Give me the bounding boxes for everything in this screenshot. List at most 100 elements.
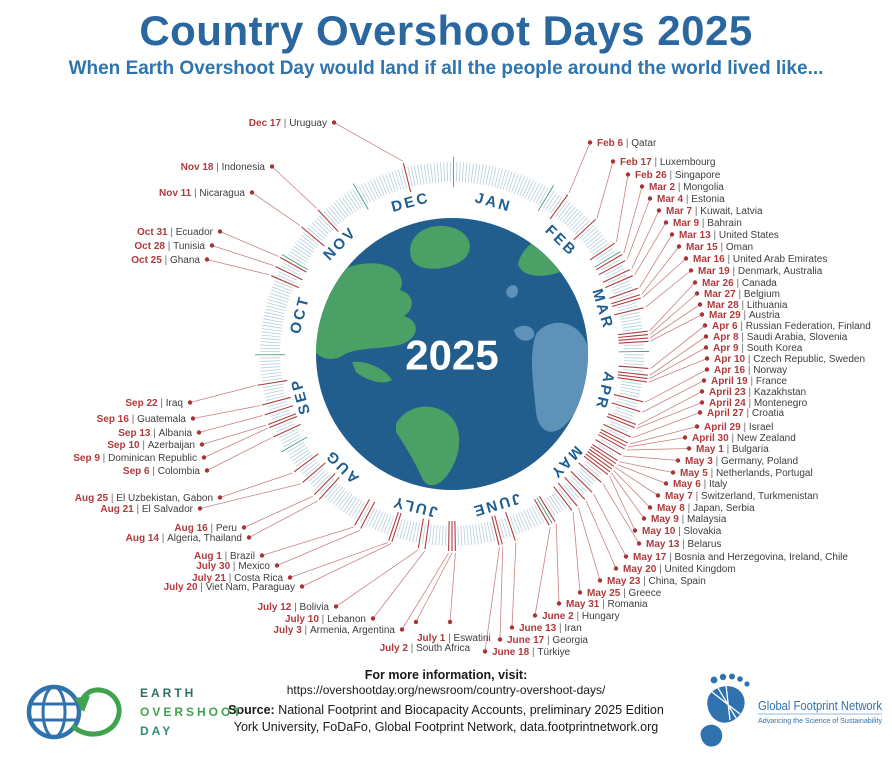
callout-line — [649, 282, 696, 332]
day-tick — [532, 184, 543, 203]
day-tick — [588, 237, 606, 251]
day-tick — [509, 515, 518, 535]
day-tick — [619, 392, 640, 398]
day-tick — [621, 321, 642, 326]
day-tick — [338, 198, 352, 216]
overshoot-day-tick — [614, 307, 644, 316]
callout-dot — [647, 505, 653, 510]
day-tick — [377, 512, 387, 532]
callout-label: May 17 | Bosnia and Herzegovina, Ireland… — [633, 552, 848, 563]
month-label-mar: MAR — [588, 287, 616, 332]
overshoot-day-tick — [611, 294, 641, 305]
day-tick — [342, 495, 355, 513]
callout-line — [219, 231, 279, 257]
page-title: Country Overshoot Days 2025 — [139, 7, 753, 54]
gfn-tagline: Advancing the Science of Sustainability — [758, 716, 882, 725]
day-tick — [508, 172, 516, 192]
day-tick — [546, 497, 559, 515]
day-tick — [459, 162, 461, 183]
callout-line — [261, 526, 354, 556]
overshoot-day-tick — [595, 254, 623, 271]
day-tick — [300, 234, 318, 248]
callout-dot — [623, 554, 629, 559]
day-tick — [402, 520, 409, 540]
day-tick — [621, 324, 642, 329]
callout-line — [650, 314, 703, 342]
overshoot-day-tick — [354, 498, 371, 526]
day-tick — [349, 191, 362, 209]
eod-text-day: DAY — [140, 724, 173, 738]
callout-line — [201, 424, 267, 445]
callout-label: April 27 | Croatia — [707, 408, 785, 419]
day-tick — [610, 420, 629, 430]
day-tick — [621, 380, 642, 385]
callout-label: Nov 11 | Nicaragua — [159, 188, 245, 199]
callout-dot — [655, 493, 661, 498]
callout-label: May 31 | Romania — [566, 599, 648, 610]
day-tick — [431, 525, 435, 546]
day-tick — [273, 283, 293, 292]
day-tick — [353, 501, 365, 520]
overshoot-day-tick — [599, 431, 627, 447]
peninsula-iberia — [514, 325, 535, 341]
callout-line — [578, 507, 601, 581]
day-tick — [294, 451, 311, 464]
callout-line — [243, 495, 313, 528]
day-tick — [399, 519, 406, 539]
callout-dot — [697, 410, 703, 415]
day-tick — [590, 240, 608, 253]
callout-labels: Feb 6 | Qatar Feb 17 | Luxembourg Feb 26 |… — [73, 118, 871, 658]
callout-label: May 9 | Malaysia — [651, 514, 727, 525]
callout-label: Mar 26 | Canada — [702, 278, 777, 289]
continent-north-america — [316, 263, 416, 359]
day-tick — [547, 194, 560, 212]
callout-label: Feb 26 | Singapore — [635, 170, 721, 181]
day-tick — [423, 163, 428, 184]
day-tick — [298, 237, 316, 251]
callout-dot — [686, 446, 692, 451]
callout-dot — [694, 291, 700, 296]
callout-dot — [246, 535, 252, 540]
callout-dot — [399, 627, 405, 632]
day-tick — [266, 302, 287, 309]
day-tick — [333, 202, 347, 219]
day-tick — [270, 409, 290, 417]
info-url[interactable]: https://overshootday.org/newsroom/countr… — [286, 683, 606, 697]
callout-dot — [299, 584, 305, 589]
day-tick — [265, 395, 286, 402]
day-tick — [275, 420, 294, 430]
callout-label: Aug 21 | El Salvador — [100, 504, 193, 515]
day-tick — [292, 449, 310, 462]
footer-info: For more information, visit: https://ove… — [0, 668, 892, 697]
day-tick — [572, 476, 587, 492]
callout-dot — [692, 280, 698, 285]
day-tick — [597, 251, 615, 263]
overshoot-day-tick — [417, 518, 424, 549]
callout-line — [596, 161, 614, 219]
day-tick — [569, 478, 585, 494]
day-tick — [428, 524, 432, 545]
day-tick — [460, 525, 463, 546]
callout-dot — [204, 257, 210, 262]
day-tick — [261, 328, 282, 332]
callout-dot — [704, 367, 710, 372]
day-tick — [580, 468, 596, 482]
day-tick — [323, 210, 338, 227]
callout-dot — [613, 566, 619, 571]
day-tick — [264, 392, 285, 398]
callout-dot — [532, 613, 538, 618]
callout-label: July 3 | Armenia, Argentina — [273, 625, 395, 636]
callout-dot — [699, 389, 705, 394]
day-tick — [623, 363, 644, 366]
callout-dot — [333, 604, 339, 609]
callout-dot — [556, 601, 562, 606]
day-tick — [476, 163, 481, 184]
eod-globe-icon — [26, 684, 82, 740]
callout-dot — [683, 256, 689, 261]
day-tick — [264, 311, 285, 317]
day-tick — [262, 321, 283, 326]
callout-line — [199, 483, 302, 509]
day-tick — [576, 472, 592, 487]
day-tick — [578, 470, 594, 485]
day-tick — [334, 490, 348, 507]
